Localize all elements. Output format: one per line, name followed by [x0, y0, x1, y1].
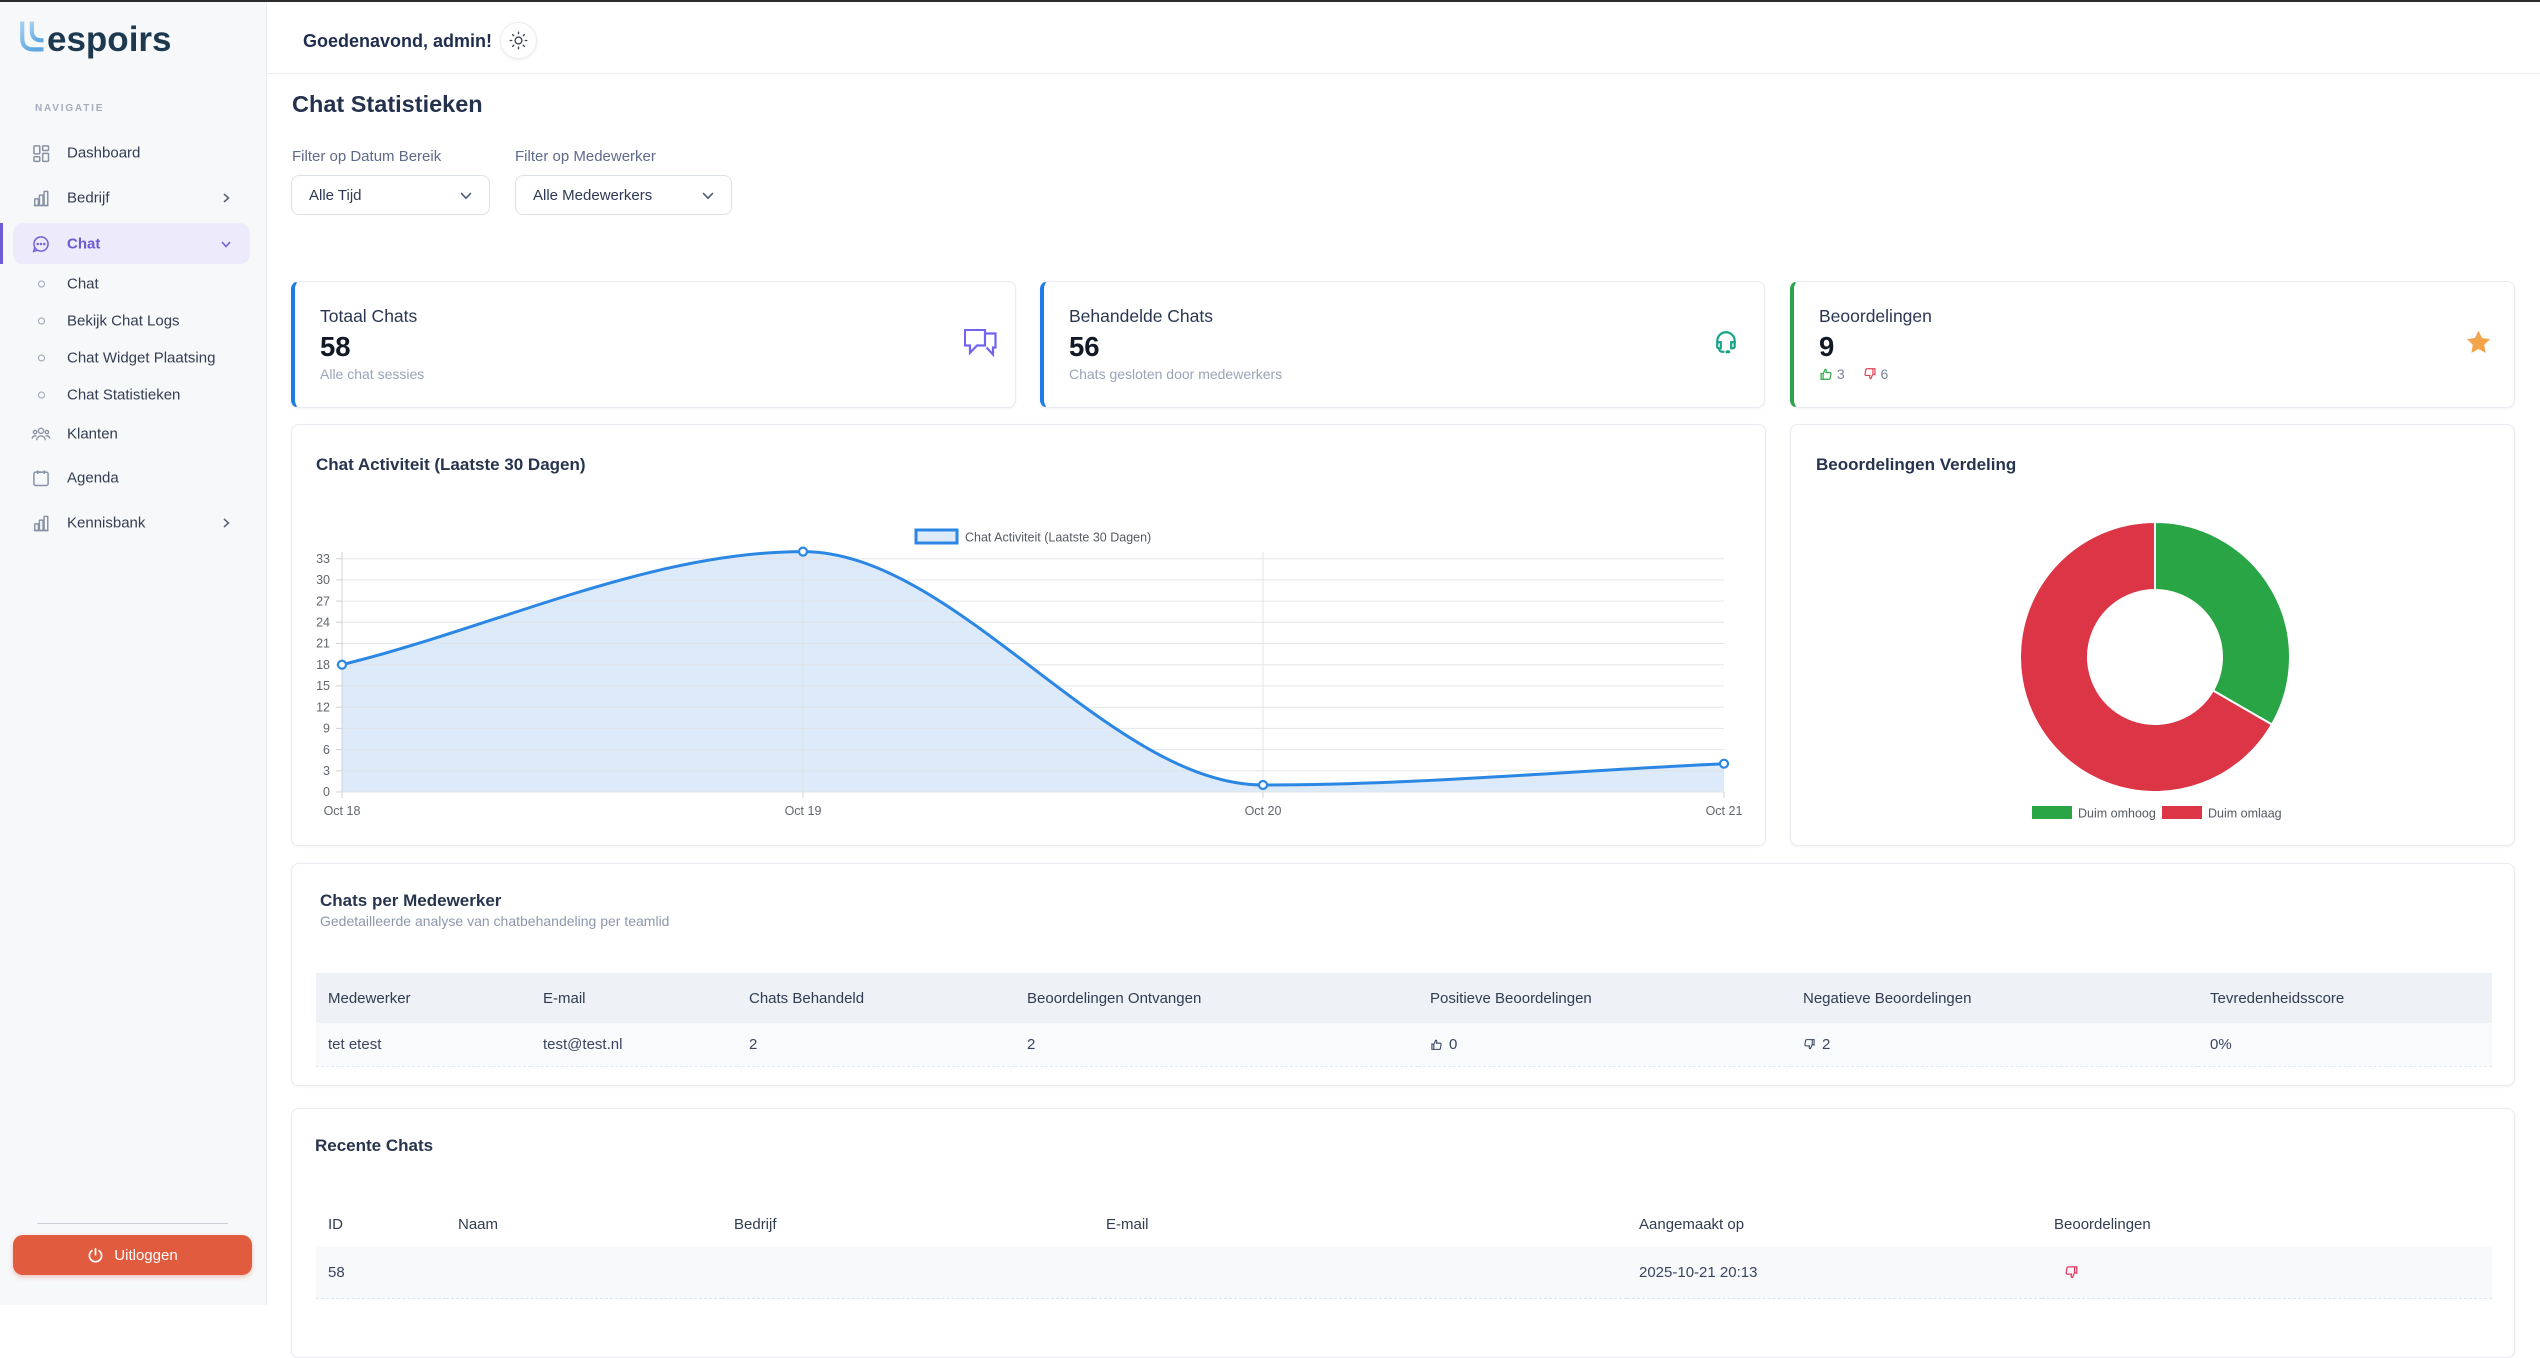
svg-text:0: 0 [323, 785, 330, 799]
svg-text:24: 24 [316, 616, 330, 630]
svg-text:3: 3 [323, 764, 330, 778]
svg-text:33: 33 [316, 552, 330, 566]
svg-text:12: 12 [316, 700, 330, 714]
svg-text:Oct 18: Oct 18 [324, 804, 361, 818]
svg-text:Duim omlaag: Duim omlaag [2208, 807, 2282, 821]
svg-text:18: 18 [316, 658, 330, 672]
svg-text:21: 21 [316, 637, 330, 651]
svg-text:30: 30 [316, 573, 330, 587]
svg-text:27: 27 [316, 594, 330, 608]
svg-text:9: 9 [323, 722, 330, 736]
svg-text:Oct 19: Oct 19 [785, 804, 822, 818]
svg-text:Duim omhoog: Duim omhoog [2078, 807, 2156, 821]
svg-text:Oct 20: Oct 20 [1245, 804, 1282, 818]
svg-text:15: 15 [316, 679, 330, 693]
svg-text:Chat Activiteit (Laatste 30 Da: Chat Activiteit (Laatste 30 Dagen) [965, 531, 1151, 545]
svg-text:Oct 21: Oct 21 [1706, 804, 1743, 818]
svg-text:6: 6 [323, 743, 330, 757]
